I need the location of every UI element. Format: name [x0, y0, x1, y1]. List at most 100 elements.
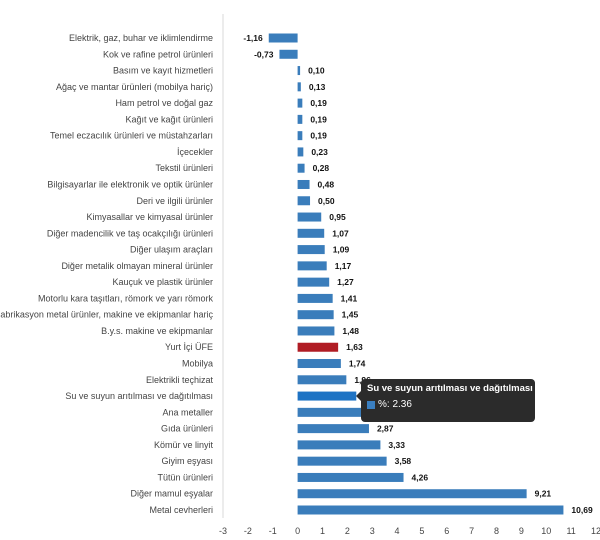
value-label: 0,19	[310, 131, 327, 141]
value-label: 0,19	[310, 98, 327, 108]
category-label: Diğer mamul eşyalar	[130, 489, 213, 499]
bar	[297, 245, 325, 255]
category-label: Metal cevherleri	[149, 505, 213, 515]
category-label: Bilgisayarlar ile elektronik ve optik ür…	[47, 179, 213, 189]
value-label: 3,58	[395, 456, 412, 466]
x-tick-label: -2	[244, 526, 252, 536]
category-label: Tütün ürünleri	[157, 472, 213, 482]
bar	[297, 375, 347, 385]
value-label: 0,13	[309, 82, 326, 92]
tooltip-caret	[356, 391, 361, 401]
bar	[297, 98, 303, 108]
bar	[297, 489, 527, 499]
bar	[297, 212, 322, 222]
bar	[297, 326, 335, 336]
bar	[297, 131, 303, 141]
value-label: 1,27	[337, 277, 354, 287]
x-tick-label: 3	[370, 526, 375, 536]
x-tick-label: -1	[269, 526, 277, 536]
category-label: Kömür ve linyit	[154, 440, 214, 450]
bar	[297, 277, 330, 287]
x-tick-label: 0	[295, 526, 300, 536]
bar	[297, 472, 404, 482]
chart-tooltip: Su ve suyun arıtılması ve dağıtılması %:…	[356, 379, 535, 422]
x-tick-label: 9	[519, 526, 524, 536]
value-label: 1,07	[332, 228, 349, 238]
value-label: 0,28	[313, 163, 330, 173]
category-label: Kağıt ve kağıt ürünleri	[125, 114, 213, 124]
category-label: Deri ve ilgili ürünler	[136, 196, 213, 206]
value-label: 1,17	[335, 261, 352, 271]
category-label: Su ve suyun arıtılması ve dağıtılması	[65, 391, 213, 401]
category-label: Tekstil ürünleri	[155, 163, 213, 173]
value-label: 0,95	[329, 212, 346, 222]
x-tick-label: 2	[345, 526, 350, 536]
tooltip-title: Su ve suyun arıtılması ve dağıtılması	[367, 383, 533, 394]
value-label: 1,48	[342, 326, 359, 336]
value-label: 1,41	[341, 293, 358, 303]
bar	[297, 147, 304, 157]
bar	[297, 179, 310, 189]
x-tick-label: 5	[419, 526, 424, 536]
tooltip-value: %: 2.36	[378, 399, 412, 410]
bar	[297, 359, 341, 369]
bar	[297, 310, 334, 320]
category-label: Elektrik, gaz, buhar ve iklimlendirme	[69, 33, 213, 43]
value-label: 0,19	[310, 114, 327, 124]
category-label: Diğer metalik olmayan mineral ürünler	[61, 261, 213, 271]
value-label: 2,87	[377, 424, 394, 434]
bar	[297, 163, 305, 173]
category-label: Motorlu kara taşıtları, römork ve yarı r…	[38, 293, 214, 303]
x-tick-label: 11	[566, 526, 575, 536]
bar	[297, 82, 301, 92]
x-tick-label: 1	[320, 526, 325, 536]
bar	[297, 391, 357, 401]
bar	[297, 424, 369, 434]
bar	[297, 114, 303, 124]
value-label: 0,50	[318, 196, 335, 206]
bar	[297, 407, 363, 417]
value-label: -0,73	[254, 49, 274, 59]
bar	[297, 440, 381, 450]
value-label: 9,21	[535, 489, 552, 499]
x-tick-label: 4	[395, 526, 400, 536]
value-label: 1,45	[342, 310, 359, 320]
category-label: Fabrikasyon metal ürünler, makine ve eki…	[0, 310, 213, 320]
category-label: Ağaç ve mantar ürünleri (mobilya hariç)	[56, 82, 213, 92]
category-label: Yurt İçi ÜFE	[165, 342, 213, 352]
category-label: Elektrikli teçhizat	[146, 375, 214, 385]
value-label: 1,63	[346, 342, 363, 352]
bar	[297, 66, 301, 76]
category-label: Giyim eşyası	[161, 456, 213, 466]
category-label: Kauçuk ve plastik ürünler	[112, 277, 213, 287]
category-label: Basım ve kayıt hizmetleri	[113, 66, 213, 76]
series-swatch-icon	[367, 400, 375, 409]
bar	[297, 228, 325, 238]
category-label: Kok ve rafine petrol ürünleri	[103, 49, 213, 59]
value-label: -1,16	[243, 33, 263, 43]
value-label: 0,10	[308, 66, 325, 76]
category-label: İçecekler	[177, 147, 213, 157]
x-tick-label: 8	[494, 526, 499, 536]
category-label: Gıda ürünleri	[161, 424, 213, 434]
category-label: Kimyasallar ve kimyasal ürünler	[86, 212, 213, 222]
category-label: Diğer madencilik ve taş ocakçılığı ürünl…	[47, 228, 213, 238]
x-tick-label: 7	[469, 526, 474, 536]
x-tick-label: 12	[591, 526, 600, 536]
bar	[297, 196, 311, 206]
x-tick-label: -3	[219, 526, 227, 536]
bar	[297, 342, 339, 352]
value-label: 4,26	[412, 472, 429, 482]
category-label: Diğer ulaşım araçları	[130, 245, 213, 255]
bar	[297, 456, 387, 466]
bar	[268, 33, 298, 43]
x-tick-label: 6	[444, 526, 449, 536]
bar	[297, 505, 564, 515]
value-label: 0,23	[311, 147, 328, 157]
value-label: 0,48	[318, 179, 335, 189]
bar	[297, 261, 327, 271]
value-label: 3,33	[388, 440, 405, 450]
value-label: 10,69	[571, 505, 593, 515]
x-tick-label: 10	[541, 526, 551, 536]
